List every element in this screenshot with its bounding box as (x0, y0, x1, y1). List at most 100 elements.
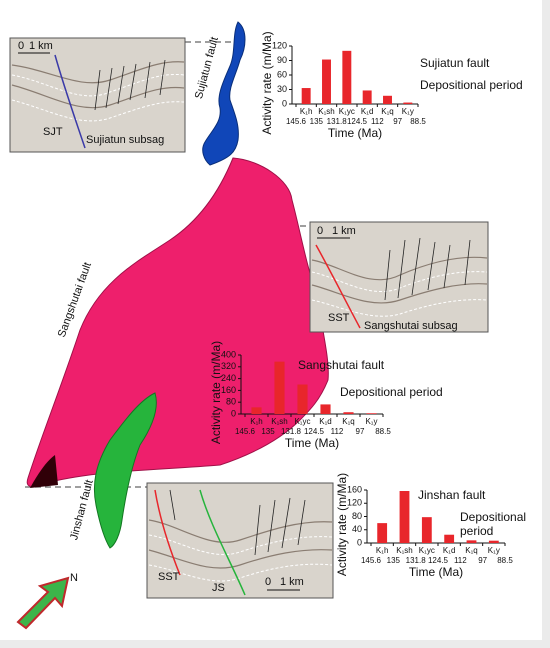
section-label: SST (158, 571, 180, 583)
y-tick-label: 160 (347, 484, 362, 494)
y-axis-label: Activity rate (m/Ma) (335, 473, 349, 576)
boundary-label: 145.6 (361, 556, 382, 565)
bar (399, 490, 410, 543)
scale-label: 0 (18, 40, 24, 52)
boundary-label: 97 (478, 556, 487, 565)
x-category-label: K₁h (300, 107, 312, 116)
chart-title: Jinshan fault (418, 488, 486, 502)
x-category-label: K₁d (443, 546, 455, 555)
y-tick-label: 0 (231, 408, 236, 418)
x-category-label: K₁y (402, 107, 414, 116)
x-category-label: K₁h (376, 546, 388, 555)
y-tick-label: 400 (221, 349, 236, 359)
y-tick-label: 120 (347, 498, 362, 508)
x-category-label: K₁q (381, 107, 393, 116)
x-category-label: K₁sh (396, 546, 412, 555)
y-tick-label: 0 (282, 98, 287, 108)
x-category-label: K₁sh (271, 417, 287, 426)
y-tick-label: 160 (221, 385, 236, 395)
section-label: Sangshutai subsag (364, 320, 458, 332)
x-axis-label: Time (Ma) (409, 565, 463, 579)
chart-title: Sangshutai fault (298, 358, 385, 372)
boundary-label: 88.5 (410, 117, 426, 126)
x-category-label: K₁yc (294, 417, 310, 426)
y-tick-label: 320 (221, 361, 236, 371)
jinshan-fault-surface (93, 392, 157, 549)
y-tick-label: 30 (277, 84, 287, 94)
seismic-section: 0 1 km SST Sangshutai subsag (309, 221, 489, 333)
bar (421, 517, 432, 543)
section-label: SJT (43, 126, 63, 138)
boundary-label: 131.8 (281, 427, 302, 436)
seismic-section: 0 1 km SJT Sujiatun subsag (9, 37, 186, 153)
scale-label: 1 km (332, 225, 356, 237)
bar (343, 412, 354, 414)
boundary-label: 124.5 (347, 117, 368, 126)
boundary-label: 88.5 (375, 427, 391, 436)
sujiatun-fault-surface (202, 21, 246, 166)
annotation: Depositional period (340, 385, 443, 399)
y-tick-label: 120 (272, 40, 287, 50)
boundary-label: 145.6 (235, 427, 256, 436)
bar (320, 404, 331, 414)
scale-label: 0 (317, 225, 323, 237)
boundary-label: 145.6 (286, 117, 307, 126)
y-tick-label: 240 (221, 373, 236, 383)
bar (488, 540, 499, 543)
y-axis-label: Activity rate (m/Ma) (260, 31, 274, 134)
boundary-label: 124.5 (304, 427, 325, 436)
y-tick-label: 0 (357, 537, 362, 547)
x-axis-label: Time (Ma) (285, 436, 339, 450)
north-arrow (16, 576, 70, 630)
bar (366, 413, 377, 414)
north-label: N (70, 572, 78, 584)
boundary-label: 112 (331, 427, 344, 436)
x-category-label: K₁q (465, 546, 477, 555)
scale-label: 1 km (280, 576, 304, 588)
boundary-label: 135 (310, 117, 324, 126)
boundary-label: 135 (261, 427, 275, 436)
bar (301, 88, 311, 104)
scale-label: 0 (265, 576, 271, 588)
sangshutai-fault-surface (26, 157, 329, 488)
boundary-label: 112 (371, 117, 384, 126)
section-label: JS (212, 582, 225, 594)
x-category-label: K₁yc (419, 546, 435, 555)
bar (383, 95, 392, 104)
boundary-label: 97 (356, 427, 365, 436)
y-tick-label: 60 (277, 69, 287, 79)
boundary-label: 88.5 (497, 556, 513, 565)
y-axis-label: Activity rate (m/Ma) (209, 341, 223, 444)
fault-shadow (30, 455, 58, 488)
bar (251, 407, 262, 414)
bar (403, 102, 413, 104)
section-label: Sujiatun subsag (86, 134, 164, 146)
x-category-label: K₁d (361, 107, 373, 116)
x-category-label: K₁sh (318, 107, 334, 116)
x-category-label: K₁d (319, 417, 331, 426)
bar (362, 90, 372, 104)
boundary-label: 124.5 (428, 556, 449, 565)
boundary-label: 135 (387, 556, 401, 565)
bar (274, 361, 285, 414)
bar (466, 540, 477, 543)
boundary-label: 97 (393, 117, 402, 126)
boundary-label: 131.8 (406, 556, 427, 565)
y-tick-label: 40 (352, 524, 362, 534)
x-category-label: K₁q (342, 417, 354, 426)
y-tick-label: 80 (226, 397, 236, 407)
bar (377, 523, 388, 543)
x-category-label: K₁h (250, 417, 262, 426)
y-tick-label: 80 (352, 511, 362, 521)
annotation: period (460, 524, 493, 538)
x-category-label: K₁yc (339, 107, 355, 116)
x-category-label: K₁y (365, 417, 377, 426)
x-axis-label: Time (Ma) (328, 126, 382, 140)
chart-title: Sujiatun fault (420, 56, 490, 70)
annotation: Depositional (460, 510, 526, 524)
bar (297, 384, 308, 414)
bar (444, 534, 455, 543)
scale-label: 1 km (29, 40, 53, 52)
seismic-section: 0 1 km SST JS (146, 482, 334, 599)
annotation: Depositional period (420, 78, 523, 92)
